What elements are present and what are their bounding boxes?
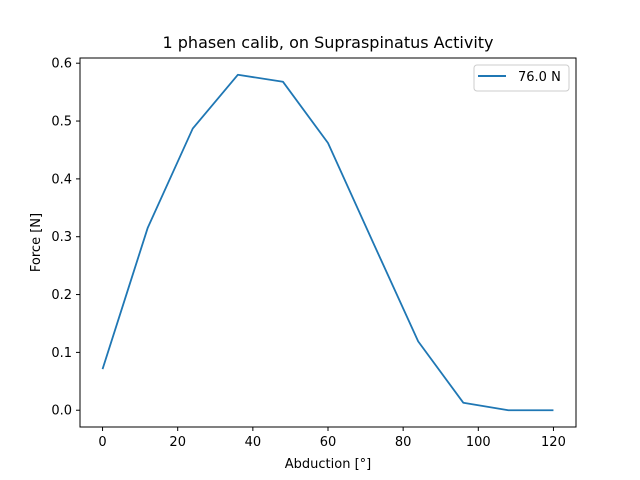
y-tick-label: 0.2	[51, 288, 72, 303]
x-tick-label: 40	[245, 435, 262, 450]
y-tick-label: 0.0	[51, 404, 72, 419]
plot-area	[101, 73, 554, 412]
legend-label: 76.0 N	[518, 70, 561, 85]
chart-title: 1 phasen calib, on Supraspinatus Activit…	[163, 33, 494, 52]
series-line	[101, 73, 554, 412]
y-axis-label: Force [N]	[29, 213, 44, 272]
y-tick-label: 0.1	[51, 346, 72, 361]
axes-frame	[79, 57, 577, 428]
y-tick-label: 0.5	[51, 115, 72, 130]
x-axis-label: Abduction [°]	[285, 457, 371, 472]
legend-box	[473, 64, 570, 92]
y-tick-label: 0.3	[51, 230, 72, 245]
x-tick-label: 20	[169, 435, 186, 450]
x-tick-label: 80	[395, 435, 412, 450]
y-tick-label: 0.4	[51, 172, 72, 187]
legend: 76.0 N	[473, 64, 570, 92]
x-tick-label: 120	[541, 435, 566, 450]
x-axis: 0 20 40 60 80 100 120	[98, 427, 566, 450]
y-tick-label: 0.6	[51, 57, 72, 72]
x-tick-label: 60	[320, 435, 337, 450]
y-axis: 0.0 0.1 0.2 0.3 0.4 0.5 0.6	[51, 57, 80, 419]
x-tick-label: 100	[466, 435, 491, 450]
x-tick-label: 0	[98, 435, 106, 450]
